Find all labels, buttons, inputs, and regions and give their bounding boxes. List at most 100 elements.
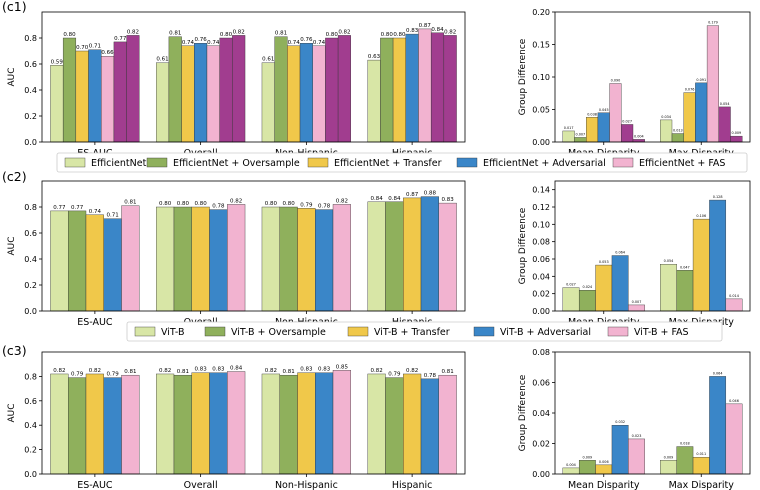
y-axis-title: AUC <box>7 67 17 86</box>
value-label: 0.81 <box>124 200 136 206</box>
value-label: 0.064 <box>713 371 723 375</box>
legend-swatch <box>456 157 478 168</box>
bar <box>385 377 404 475</box>
value-label: 0.74 <box>288 40 301 46</box>
y-axis-title: Group Difference <box>518 207 528 284</box>
value-label: 0.82 <box>338 29 350 35</box>
bar <box>156 62 170 143</box>
value-label: 0.047 <box>680 265 690 269</box>
bar <box>173 206 192 312</box>
y-tick-label: 0.08 <box>532 238 550 247</box>
bar <box>274 36 288 143</box>
value-label: 0.81 <box>282 369 294 375</box>
bar <box>191 372 210 475</box>
value-label: 0.82 <box>336 198 348 204</box>
value-label: 0.82 <box>406 368 418 374</box>
bar <box>574 137 587 143</box>
value-label: 0.045 <box>599 108 609 112</box>
y-tick-label: 0.4 <box>24 86 37 95</box>
legend-swatch <box>347 326 369 337</box>
value-label: 0.81 <box>275 31 287 37</box>
value-label: 0.006 <box>599 460 609 464</box>
bar <box>562 130 575 143</box>
value-label: 0.82 <box>89 368 101 374</box>
bar <box>418 28 432 143</box>
value-label: 0.82 <box>444 29 456 35</box>
y-axis-title: AUC <box>7 236 17 255</box>
bar <box>660 460 677 475</box>
value-label: 0.018 <box>680 442 690 446</box>
value-label: 0.82 <box>265 368 277 374</box>
bar <box>403 373 422 475</box>
value-label: 0.004 <box>634 134 644 138</box>
bar <box>315 209 334 312</box>
value-label: 0.80 <box>282 201 295 207</box>
y-tick-label: 0.05 <box>532 106 550 115</box>
panel-label: (c1) <box>2 0 27 14</box>
y-tick-label: 0.2 <box>24 281 37 290</box>
bar <box>380 37 394 143</box>
bar <box>113 41 127 143</box>
x-tick-label: ES-AUC <box>77 317 113 328</box>
value-label: 0.024 <box>583 285 593 289</box>
legend-swatch <box>307 157 329 168</box>
value-label: 0.83 <box>406 28 419 34</box>
bar <box>191 206 210 312</box>
bar <box>725 298 743 312</box>
value-label: 0.046 <box>729 399 739 403</box>
bar <box>297 372 316 475</box>
bar <box>611 425 629 475</box>
y-tick-label: 0.08 <box>532 348 550 357</box>
bar <box>315 372 334 475</box>
bar <box>730 135 743 143</box>
value-label: 0.76 <box>300 37 313 43</box>
bar <box>367 201 386 312</box>
bar <box>709 199 727 312</box>
bar <box>443 35 457 143</box>
value-label: 0.009 <box>731 131 741 135</box>
y-tick-label: 0.15 <box>532 41 550 50</box>
value-label: 0.80 <box>177 201 190 207</box>
y-tick-label: 0.10 <box>532 220 550 229</box>
bar <box>595 464 613 475</box>
value-label: 0.023 <box>632 434 642 438</box>
bar <box>297 208 316 312</box>
bar <box>299 43 313 143</box>
value-label: 0.007 <box>575 132 585 136</box>
panel-label: (c2) <box>2 169 27 184</box>
bar <box>312 45 326 143</box>
value-label: 0.032 <box>615 420 625 424</box>
bar <box>725 403 743 475</box>
bar <box>403 197 422 312</box>
value-label: 0.83 <box>300 367 313 373</box>
bar <box>287 45 301 143</box>
y-axis-title: Group Difference <box>518 374 528 451</box>
value-label: 0.179 <box>708 21 718 25</box>
bar <box>611 255 629 312</box>
value-label: 0.027 <box>566 283 576 287</box>
value-label: 0.71 <box>107 213 119 219</box>
value-label: 0.82 <box>233 29 245 35</box>
bar <box>181 45 195 143</box>
bar <box>332 204 351 312</box>
legend-swatch <box>146 157 168 168</box>
bar <box>206 45 220 143</box>
legend-swatch <box>64 157 86 168</box>
y-axis-title: AUC <box>7 403 17 422</box>
bar <box>420 378 439 475</box>
y-tick-label: 0.02 <box>532 440 550 449</box>
axis-frame <box>41 351 466 475</box>
bar <box>75 50 89 143</box>
legend-label: ViT-B + Transfer <box>374 327 450 338</box>
value-label: 0.85 <box>336 364 349 370</box>
value-label: 0.87 <box>419 23 432 29</box>
bar <box>562 287 580 312</box>
value-label: 0.83 <box>212 367 225 373</box>
value-label: 0.064 <box>615 251 625 255</box>
value-label: 0.74 <box>89 209 102 215</box>
bar <box>367 59 381 143</box>
value-label: 0.80 <box>220 32 233 38</box>
y-tick-label: 0.12 <box>532 203 550 212</box>
bar <box>227 371 246 475</box>
value-label: 0.84 <box>230 366 243 372</box>
